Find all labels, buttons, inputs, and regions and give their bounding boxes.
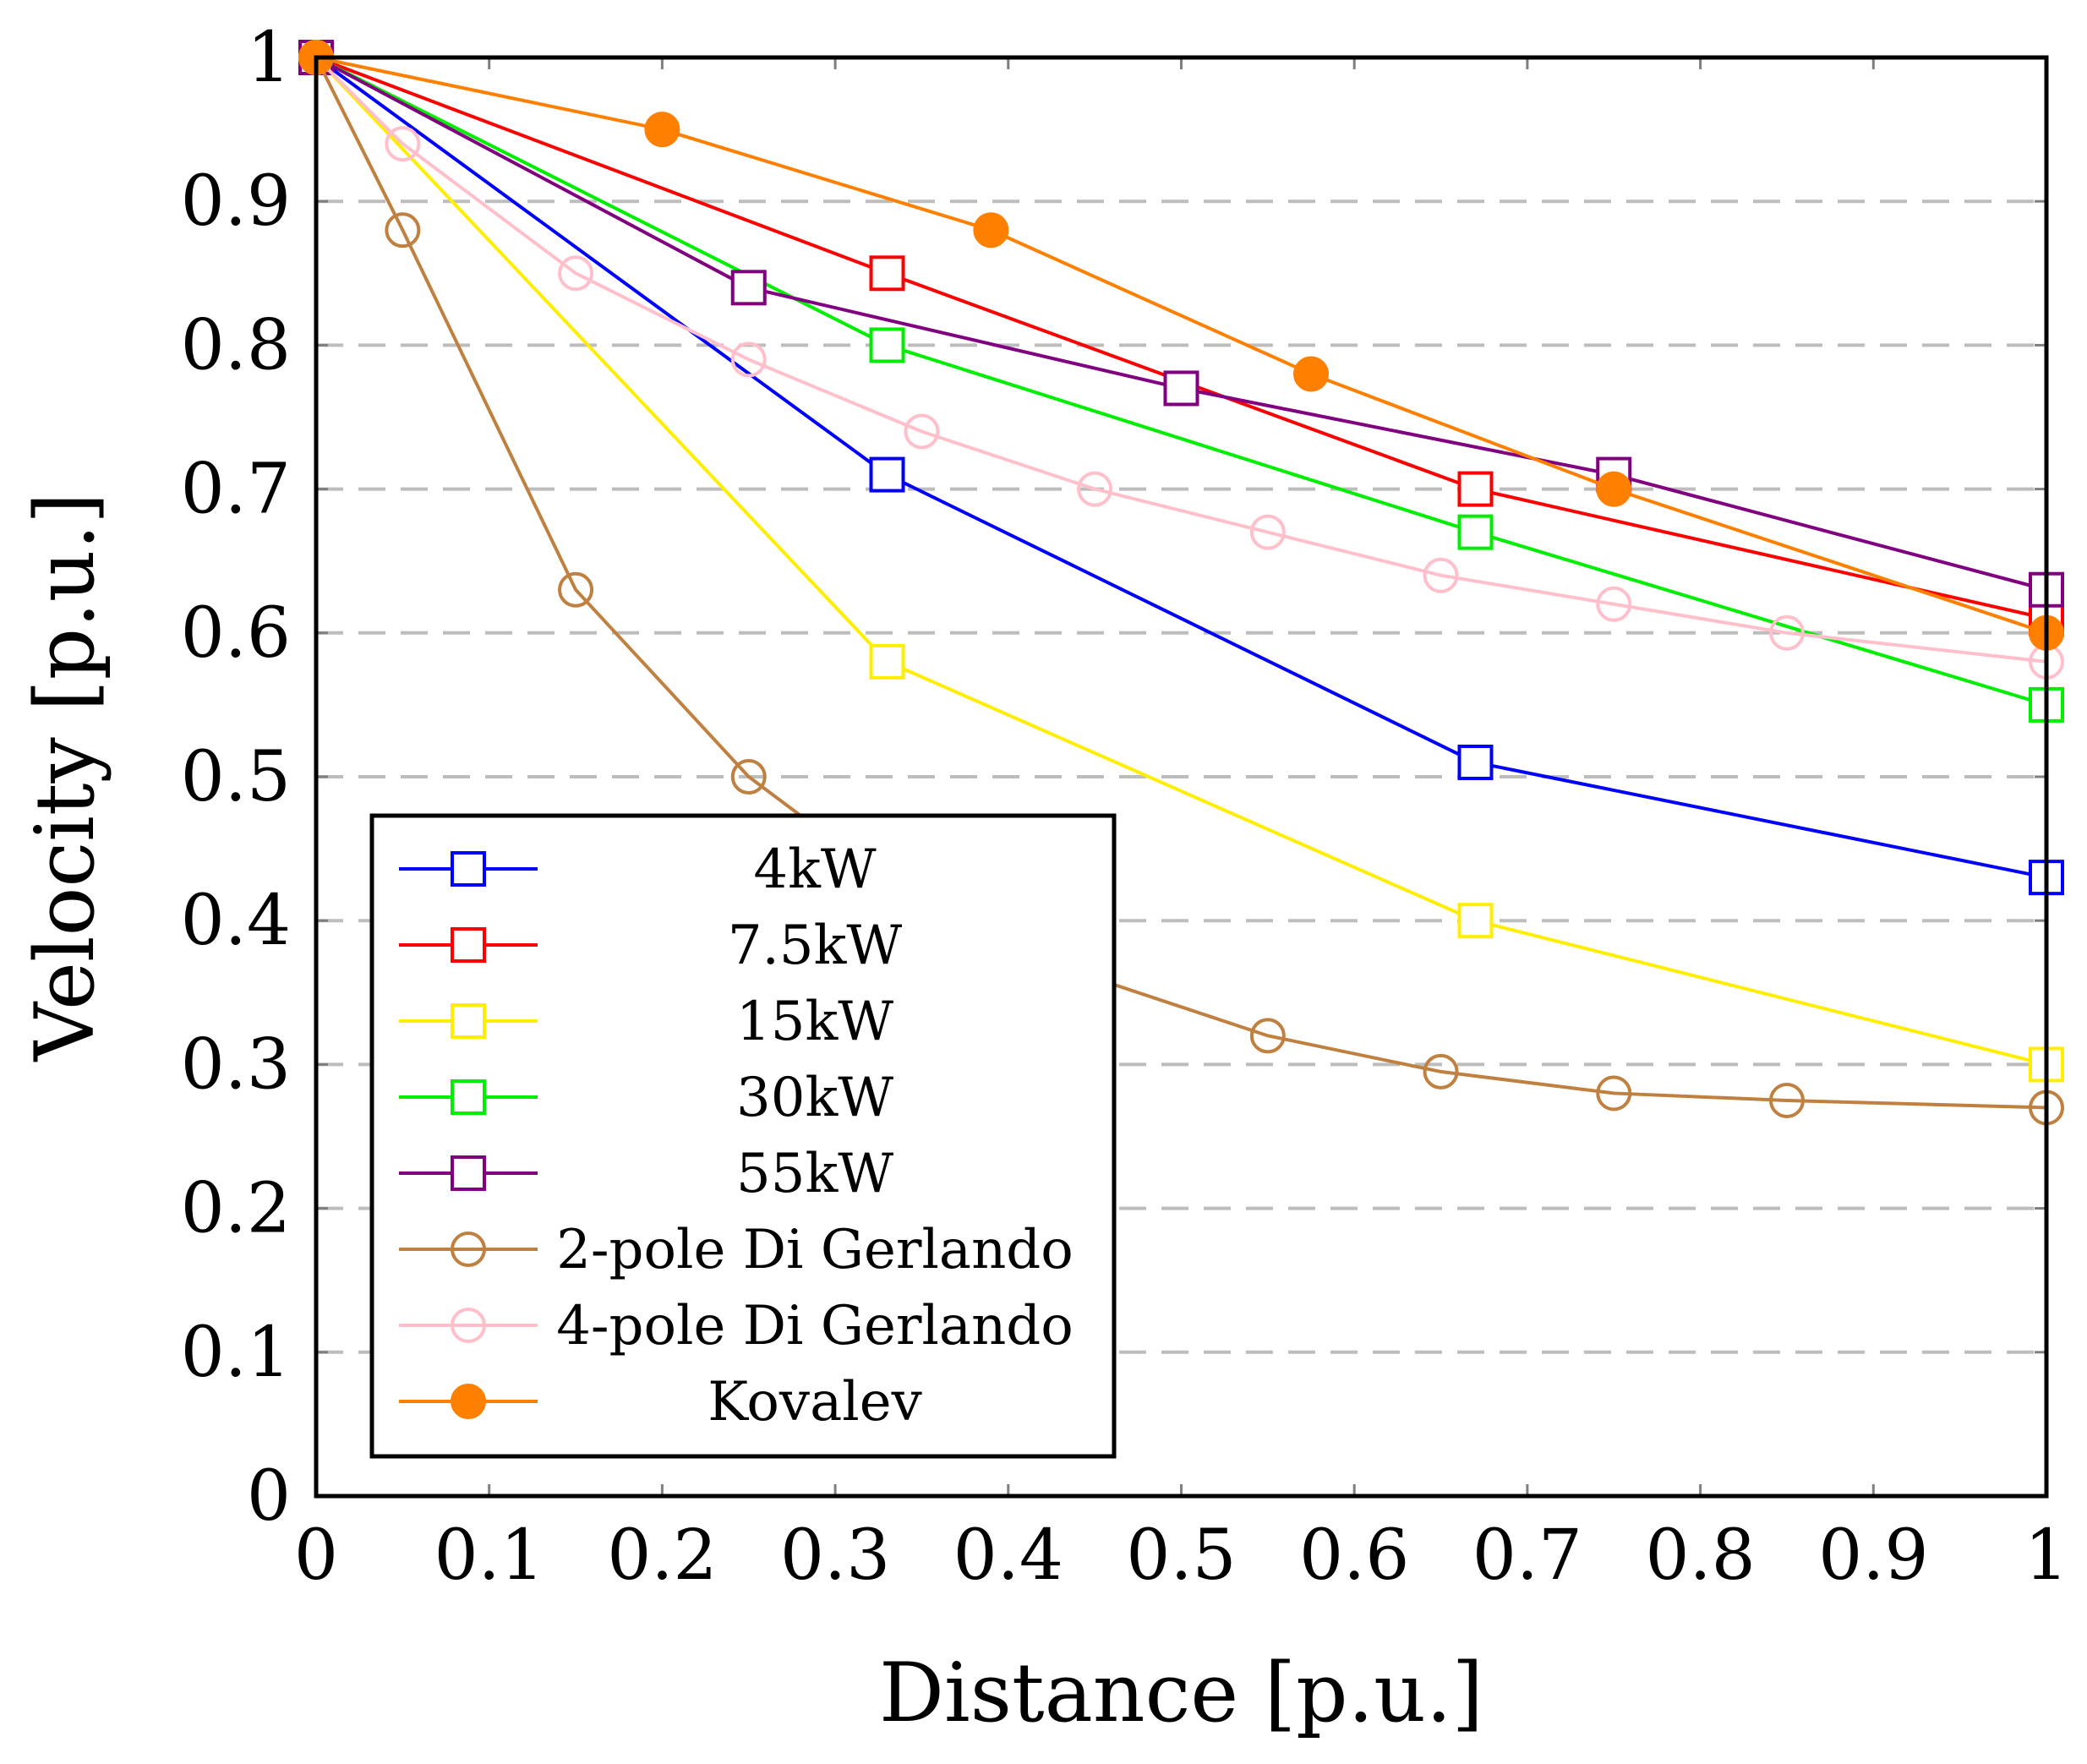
data-point: [1249, 1018, 1286, 1054]
data-point: [1249, 514, 1286, 550]
data-point: [644, 112, 680, 148]
y-tick-label: 0.5: [181, 737, 291, 817]
data-point: [1457, 744, 1494, 780]
data-point: [904, 413, 940, 450]
series-4: [298, 40, 2064, 608]
y-tick-label: 0.1: [181, 1313, 291, 1393]
y-tick-label: 1: [247, 18, 291, 98]
legend-label: 4kW: [753, 838, 877, 901]
legend-label: 4-pole Di Gerlando: [556, 1295, 1074, 1357]
legend-label: 7.5kW: [728, 915, 903, 977]
data-point: [869, 456, 905, 493]
x-tick-label: 0.8: [1645, 1516, 1755, 1596]
y-tick-label: 0.9: [181, 161, 291, 242]
legend-entry-6: 4-pole Di Gerlando: [399, 1295, 1074, 1357]
y-tick-label: 0.8: [181, 305, 291, 385]
legend-marker: [451, 927, 486, 963]
series-line: [315, 56, 2047, 620]
series-line: [315, 56, 2047, 707]
legend-box: [369, 813, 1117, 1459]
legend-entry-3: 30kW: [399, 1067, 893, 1129]
series-line: [314, 56, 2047, 664]
x-tick-label: 0.9: [1818, 1516, 1928, 1596]
data-point: [1596, 586, 1632, 622]
legend-marker: [451, 1155, 486, 1191]
y-tick-label: 0.3: [181, 1024, 291, 1105]
data-point: [973, 212, 1009, 248]
data-point: [1457, 514, 1494, 550]
series-line: [314, 56, 2047, 1067]
legend-marker: [451, 1232, 486, 1267]
legend-entries: 4kW 7.5kW 15kW 30kW 55kW 2-pole Di Gerlando 4-…: [399, 838, 1074, 1434]
legend-label: Kovalev: [708, 1371, 921, 1434]
data-point: [1596, 1075, 1632, 1111]
x-tick-labels: 0 0.1 0.2 0.3 0.4 0.5 0.6 0.7 0.8 0.9 1: [294, 1516, 2068, 1596]
data-point: [1077, 471, 1113, 507]
data-point: [1596, 471, 1632, 507]
data-point: [730, 341, 767, 378]
data-point: [869, 327, 905, 363]
legend-marker: [451, 1003, 486, 1039]
y-tick-label: 0.2: [181, 1169, 291, 1249]
data-point: [730, 759, 767, 795]
y-tick-labels: 0 0.1 0.2 0.3 0.4 0.5 0.6 0.7 0.8 0.9 1: [181, 18, 291, 1537]
x-axis-label: Distance [p.u.]: [879, 1646, 1483, 1740]
y-tick-label: 0.6: [181, 593, 291, 674]
x-tick-label: 1: [2024, 1516, 2068, 1596]
y-tick-label: 0: [247, 1456, 291, 1537]
data-point: [1768, 1082, 1805, 1118]
legend-marker: [451, 1308, 486, 1343]
data-point: [869, 643, 905, 680]
x-tick-label: 0.7: [1472, 1516, 1582, 1596]
data-point: [1457, 903, 1494, 939]
legend-entry-0: 4kW: [399, 838, 877, 901]
legend-entry-4: 55kW: [399, 1143, 893, 1205]
data-point: [869, 255, 905, 292]
data-point: [558, 571, 594, 608]
x-tick-label: 0.1: [434, 1516, 544, 1596]
series-line: [315, 56, 2047, 635]
data-point: [1457, 471, 1494, 507]
legend-entry-7: Kovalev: [399, 1371, 922, 1434]
x-tick-label: 0: [294, 1516, 338, 1596]
data-point: [385, 126, 421, 162]
x-tick-label: 0.4: [953, 1516, 1063, 1596]
data-point: [385, 212, 421, 248]
series-line: [314, 56, 2047, 880]
legend-entry-1: 7.5kW: [399, 915, 902, 977]
x-tick-label: 0.5: [1126, 1516, 1236, 1596]
legend-marker: [451, 1384, 486, 1419]
legend-entry-2: 15kW: [399, 991, 893, 1053]
series-7: [298, 40, 2064, 651]
legend-marker: [451, 1079, 486, 1115]
x-tick-label: 0.2: [607, 1516, 717, 1596]
y-tick-label: 0.7: [181, 450, 291, 530]
legend-label: 30kW: [736, 1067, 893, 1129]
y-axis-label: Velocity [p.u.]: [18, 493, 112, 1062]
legend-entry-5: 2-pole Di Gerlando: [399, 1219, 1074, 1281]
legend-marker: [451, 851, 486, 887]
x-tick-label: 0.6: [1299, 1516, 1409, 1596]
data-point: [730, 270, 767, 306]
x-tick-label: 0.3: [780, 1516, 890, 1596]
legend-label: 2-pole Di Gerlando: [556, 1219, 1074, 1281]
data-point: [1768, 614, 1805, 651]
legend-label: 15kW: [736, 991, 893, 1053]
series-1: [298, 40, 2064, 636]
series-0: [298, 40, 2064, 896]
data-point: [558, 255, 594, 292]
data-point: [1293, 356, 1330, 392]
grid-lines: [316, 199, 2046, 1354]
data-point: [1423, 1053, 1459, 1090]
y-tick-label: 0.4: [181, 881, 291, 961]
data-point: [1423, 557, 1459, 593]
plot-frame: [314, 55, 2049, 1499]
legend: 4kW 7.5kW 15kW 30kW 55kW 2-pole Di Gerlando 4-…: [369, 813, 1117, 1459]
data-point: [1163, 370, 1199, 407]
legend-label: 55kW: [736, 1143, 893, 1205]
